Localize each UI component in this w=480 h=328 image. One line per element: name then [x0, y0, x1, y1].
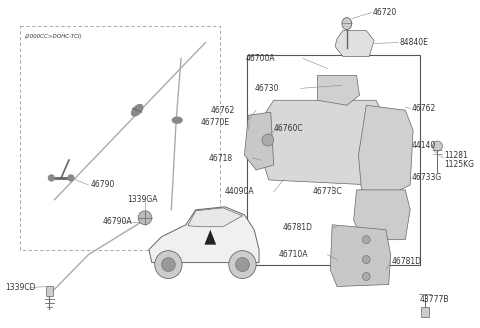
Circle shape	[362, 236, 370, 244]
Ellipse shape	[172, 117, 182, 123]
Circle shape	[262, 134, 274, 146]
Circle shape	[138, 211, 152, 225]
Polygon shape	[335, 31, 374, 56]
Ellipse shape	[342, 18, 352, 30]
Text: 43777B: 43777B	[420, 295, 449, 304]
Polygon shape	[354, 190, 410, 240]
Circle shape	[432, 141, 443, 151]
Circle shape	[362, 273, 370, 280]
Text: 1125KG: 1125KG	[444, 160, 474, 170]
Bar	[46, 286, 53, 297]
Polygon shape	[204, 230, 216, 245]
Text: 1339GA: 1339GA	[128, 195, 158, 204]
Circle shape	[48, 175, 54, 181]
Polygon shape	[188, 208, 242, 227]
Text: 46790A: 46790A	[103, 217, 132, 226]
Bar	[247, 55, 420, 265]
Ellipse shape	[132, 105, 143, 116]
Text: 46760C: 46760C	[274, 124, 303, 133]
Circle shape	[155, 251, 182, 278]
Text: 44090A: 44090A	[225, 187, 254, 196]
Polygon shape	[149, 207, 259, 263]
Bar	[20, 26, 220, 250]
Text: 46781D: 46781D	[392, 257, 421, 266]
Text: 46770E: 46770E	[201, 118, 230, 127]
Polygon shape	[330, 225, 391, 286]
Polygon shape	[244, 112, 274, 170]
Text: 46730: 46730	[254, 84, 278, 93]
Text: 1339CD: 1339CD	[6, 283, 36, 292]
Text: 46720: 46720	[372, 8, 396, 17]
Text: 46762: 46762	[210, 106, 235, 115]
Text: 11281: 11281	[444, 151, 468, 159]
Polygon shape	[359, 105, 413, 195]
Text: 44140: 44140	[411, 141, 435, 150]
Text: 46733G: 46733G	[411, 174, 442, 182]
Text: 46790: 46790	[90, 180, 115, 189]
Polygon shape	[264, 100, 381, 185]
Text: 84840E: 84840E	[399, 38, 428, 47]
Text: 46710A: 46710A	[278, 250, 308, 259]
Text: 46700A: 46700A	[246, 54, 276, 63]
Text: (2000CC>DOHC-TCI): (2000CC>DOHC-TCI)	[24, 33, 82, 39]
Polygon shape	[318, 75, 360, 105]
Text: 46773C: 46773C	[312, 187, 342, 196]
Circle shape	[68, 175, 74, 181]
Circle shape	[362, 256, 370, 264]
Circle shape	[236, 257, 249, 272]
Text: 46762: 46762	[411, 104, 435, 113]
Circle shape	[162, 257, 175, 272]
Bar	[421, 307, 429, 318]
Text: 46718: 46718	[209, 154, 233, 163]
Circle shape	[229, 251, 256, 278]
Text: 46781D: 46781D	[283, 223, 312, 232]
